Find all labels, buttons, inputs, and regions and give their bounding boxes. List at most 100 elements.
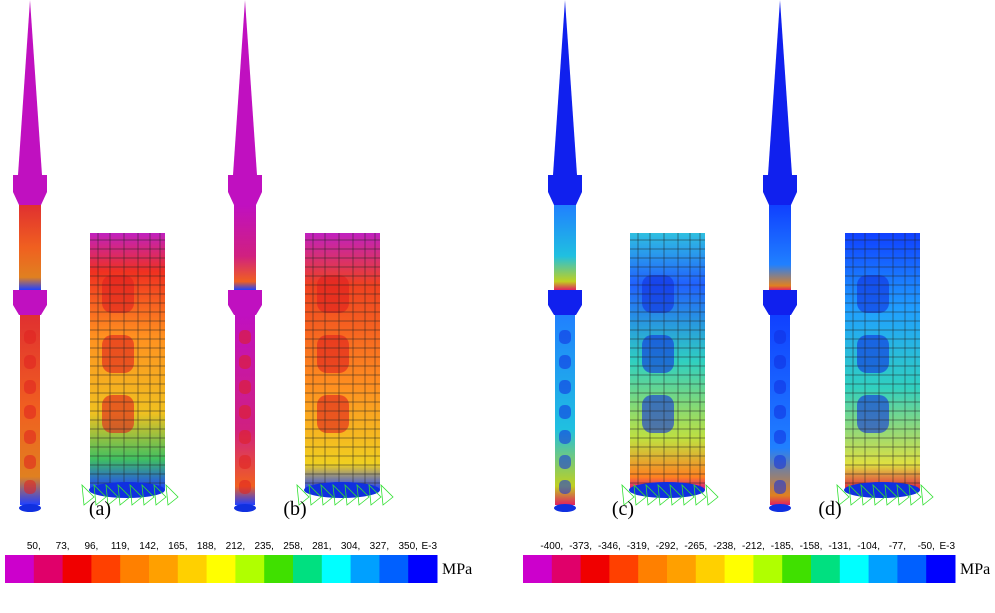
stress-patch [24,330,36,344]
legend-tick-label: 73, [56,541,70,552]
panel: (b) [228,0,393,520]
legend-tick-label: -238, [713,541,736,552]
spire [18,0,42,175]
legend-swatch [638,555,667,583]
stress-patch [24,355,36,369]
legend-tick-label: 350, [398,541,417,552]
legend-tick-label: 142, [139,541,158,552]
stress-patch [559,430,571,444]
upper-balcony [763,290,797,315]
stress-patch [24,455,36,469]
stress-patch [559,455,571,469]
legend-unit: MPa [960,561,990,578]
legend-exponent: E-3 [421,541,437,552]
legend-swatch [293,555,322,583]
lower-balcony [13,175,47,205]
panel-label: (a) [89,498,111,520]
stress-patch [239,355,251,369]
stress-patch [559,355,571,369]
legend-swatch [782,555,811,583]
legend-tick-label: 258, [283,541,302,552]
legend-tick-label: 96, [84,541,98,552]
shaft-upper [19,205,41,290]
legend-tick-label: -131, [828,541,851,552]
stress-patch [239,480,251,494]
stress-patch [239,405,251,419]
stress-patch [559,380,571,394]
legend-tick-label: -319, [627,541,650,552]
upper-balcony [13,290,47,315]
zoom-patch [102,395,134,433]
legend-swatch [725,555,754,583]
zoom-patch [317,335,349,373]
legend-tick-label: 212, [226,541,245,552]
legend-tick-label: -292, [656,541,679,552]
shaft-upper [234,205,256,290]
lower-balcony [228,175,262,205]
stress-patch [774,355,786,369]
legend-swatch [811,555,840,583]
upper-balcony [548,290,582,315]
base [769,504,791,512]
panel-label: (d) [818,498,841,520]
spire [768,0,792,175]
panel-label: (b) [283,498,306,520]
legend-tick-label: 304, [341,541,360,552]
stress-patch [239,380,251,394]
legend-swatch [91,555,120,583]
stress-patch [239,430,251,444]
legend-tick-label: 235, [254,541,273,552]
stress-patch [24,405,36,419]
support [706,485,718,505]
base [234,504,256,512]
upper-balcony [228,290,262,315]
legend-tick-label: 281, [312,541,331,552]
legend-swatch [696,555,725,583]
support [381,485,393,505]
shaft-upper [769,205,791,290]
panel-label: (c) [612,498,634,520]
stress-patch [559,405,571,419]
legend-unit: MPa [442,561,472,578]
legend-swatch [34,555,63,583]
color-legend: -400,-373,-346,-319,-292,-265,-238,-212,… [523,541,990,583]
stress-patch [774,480,786,494]
zoom-patch [102,335,134,373]
stress-patch [559,330,571,344]
legend-swatch [753,555,782,583]
stress-patch [559,480,571,494]
stress-patch [774,405,786,419]
stress-patch [774,430,786,444]
legend-tick-label: -265, [684,541,707,552]
shaft-upper [554,205,576,290]
legend-tick-label: -50, [918,541,935,552]
legend-swatch [120,555,149,583]
legend-swatch [322,555,351,583]
panel: (c) [548,0,718,520]
legend-tick-label: -400, [540,541,563,552]
zoom-patch [857,395,889,433]
zoom-patch [642,335,674,373]
legend-swatch [581,555,610,583]
stress-patch [24,380,36,394]
legend-exponent: E-3 [939,541,955,552]
zoom-patch [317,395,349,433]
legend-swatch [840,555,869,583]
spire [553,0,577,175]
stress-patch [239,455,251,469]
stress-patch [774,455,786,469]
legend-swatch [897,555,926,583]
legend-swatch [351,555,380,583]
base [554,504,576,512]
legend-swatch [178,555,207,583]
lower-balcony [763,175,797,205]
legend-swatch [264,555,293,583]
spire [233,0,257,175]
legend-tick-label: -346, [598,541,621,552]
lower-balcony [548,175,582,205]
legend-tick-label: -104, [857,541,880,552]
color-legend: 50,73,96,119,142,165,188,212,235,258,281… [5,541,472,583]
support [921,485,933,505]
legend-tick-label: 165, [168,541,187,552]
legend-swatch [379,555,408,583]
